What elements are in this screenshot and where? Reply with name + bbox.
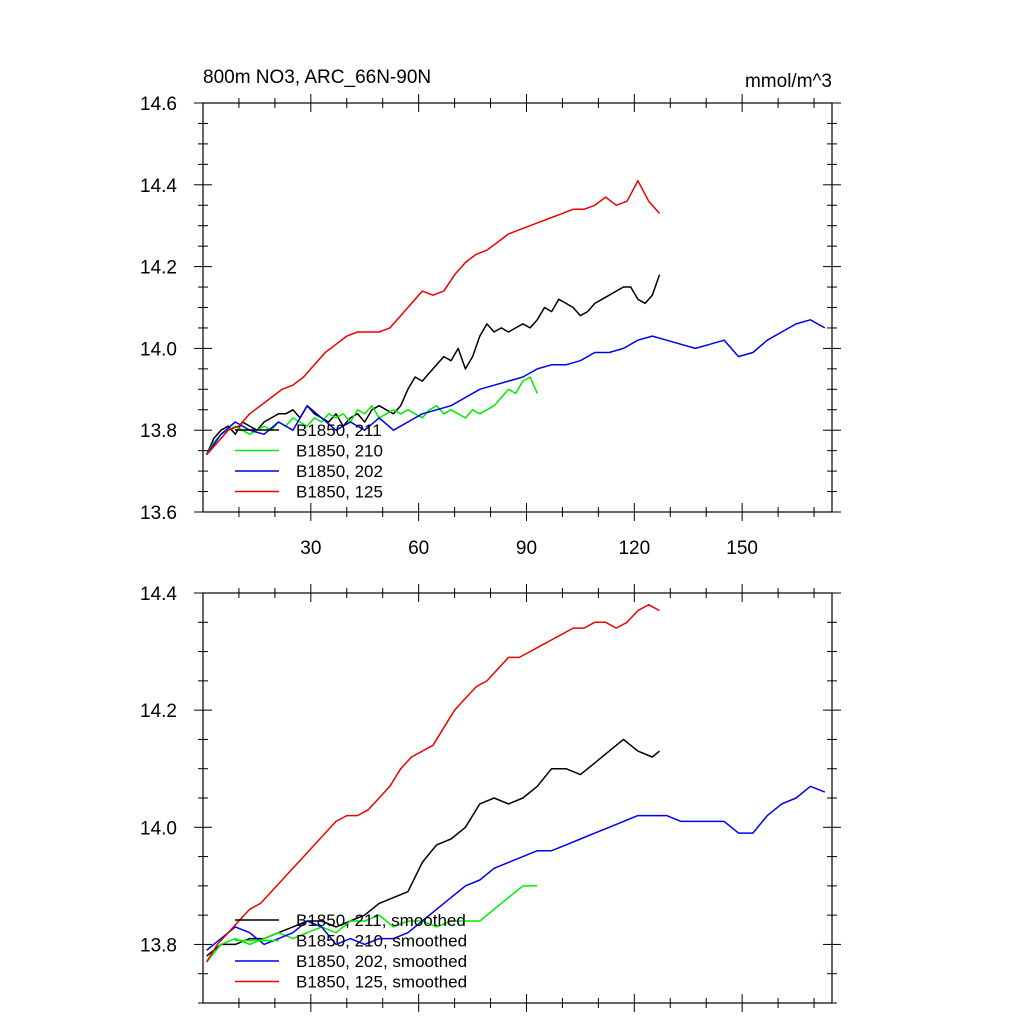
y-tick-label: 14.4 (140, 584, 177, 605)
units-label: mmol/m^3 (745, 71, 832, 92)
y-tick-label: 14.6 (140, 94, 177, 115)
bottom-panel: 13.8 14.0 14.2 14.4 B1850, 211, smoothed B185… (140, 584, 841, 1012)
legend-label: B1850, 202 (296, 462, 383, 481)
chart-title: 800m NO3, ARC_66N-90N (203, 67, 431, 88)
legend-label: B1850, 202, smoothed (296, 952, 467, 971)
legend-label: B1850, 211 (296, 421, 382, 440)
y-tick-label: 14.0 (140, 818, 177, 839)
y-tick-label: 14.4 (140, 176, 177, 197)
legend-label: B1850, 210 (296, 442, 383, 461)
y-tick-label: 14.2 (140, 701, 177, 722)
legend-label: B1850, 125 (296, 483, 383, 502)
series-line (205, 274, 661, 456)
x-tick-label: 120 (618, 538, 650, 559)
top-panel: 30 60 90 120 150 13.6 13.8 14.0 14.2 14.4 14.6 800m… (140, 67, 841, 559)
legend-label: B1850, 210, smoothed (296, 932, 467, 951)
x-tick-label: 30 (300, 538, 321, 559)
y-tick-label: 13.8 (140, 935, 177, 956)
x-tick-label: 90 (516, 538, 537, 559)
y-tick-label: 13.6 (140, 503, 177, 524)
legend-label: B1850, 211, smoothed (296, 911, 466, 930)
x-tick-label: 60 (408, 538, 429, 559)
y-tick-label: 13.8 (140, 421, 177, 442)
series-line (205, 319, 826, 456)
series-line (206, 785, 826, 951)
series-line (205, 603, 660, 963)
y-tick-label: 14.2 (140, 258, 177, 279)
series-line (206, 179, 661, 456)
legend-label: B1850, 125, smoothed (296, 973, 467, 992)
y-tick-label: 14.0 (140, 339, 177, 360)
series-line (206, 738, 660, 957)
series-line (205, 376, 538, 456)
x-tick-label: 150 (726, 538, 758, 559)
series-line (206, 885, 538, 963)
